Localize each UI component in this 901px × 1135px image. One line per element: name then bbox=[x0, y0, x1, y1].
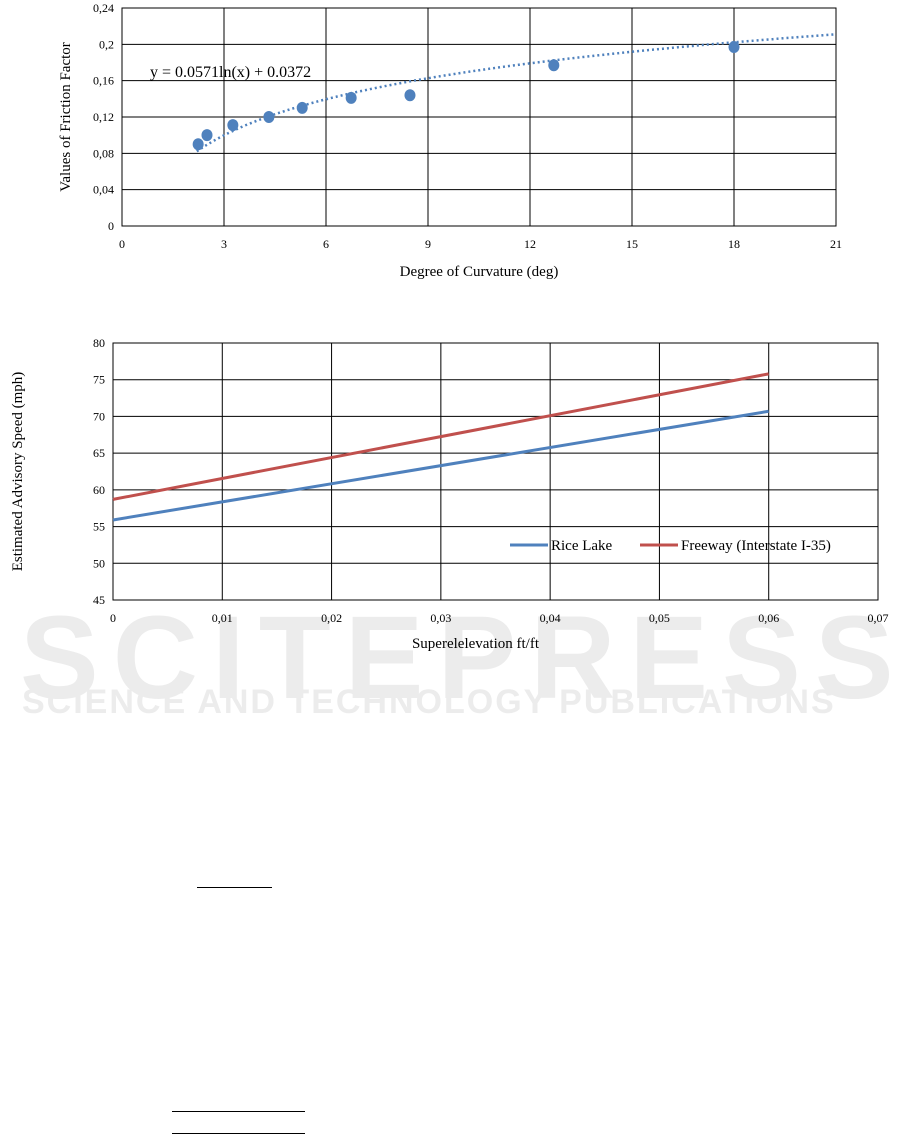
x-tick-label: 9 bbox=[425, 237, 431, 251]
y-tick-label: 70 bbox=[93, 409, 105, 423]
x-tick-label: 6 bbox=[323, 237, 329, 251]
y-tick-label: 0,12 bbox=[93, 110, 114, 124]
x-axis-label: Superelelevation ft/ft bbox=[412, 636, 540, 652]
y-tick-label: 65 bbox=[93, 446, 105, 460]
x-tick-label: 0 bbox=[119, 237, 125, 251]
data-point bbox=[192, 138, 204, 151]
y-tick-label: 45 bbox=[93, 593, 105, 607]
y-tick-label: 0,04 bbox=[93, 183, 114, 197]
y-tick-label: 60 bbox=[93, 483, 105, 497]
friction-factor-chart: 0 0,04 0,08 0,12 0,16 0,2 0,24 0 3 6 9 12 15 18 21 Degr… bbox=[58, 1, 842, 280]
x-tick-label: 18 bbox=[728, 237, 740, 251]
x-tick-label: 15 bbox=[626, 237, 638, 251]
y-tick-label: 0,16 bbox=[93, 74, 114, 88]
x-tick-label: 3 bbox=[221, 237, 227, 251]
trendline-equation: y = 0.0571ln(x) + 0.0372 bbox=[150, 64, 311, 81]
data-point bbox=[728, 41, 740, 54]
watermark-main: SCITEPRESS bbox=[20, 592, 901, 724]
y-axis-label: Values of Friction Factor bbox=[58, 42, 74, 192]
advisory-speed-chart: 45 50 55 60 65 70 75 80 0 0,01 0,02 0,03 0,04 0,05 0,0… bbox=[10, 336, 889, 652]
x-tick-label: 0 bbox=[110, 611, 116, 625]
data-point bbox=[296, 101, 308, 114]
data-point bbox=[263, 111, 275, 123]
y-axis-label: Estimated Advisory Speed (mph) bbox=[10, 372, 26, 572]
data-point bbox=[345, 91, 357, 104]
watermark-sub: SCIENCE AND TECHNOLOGY PUBLICATIONS bbox=[22, 683, 836, 721]
x-tick-label: 0,02 bbox=[321, 611, 342, 625]
data-point bbox=[404, 89, 416, 102]
y-tick-label: 80 bbox=[93, 336, 105, 350]
legend-label: Rice Lake bbox=[551, 538, 613, 554]
fraction-rule bbox=[172, 1133, 305, 1134]
x-tick-label: 0,05 bbox=[649, 611, 670, 625]
legend-label: Freeway (Interstate I-35) bbox=[681, 538, 831, 554]
y-tick-label: 55 bbox=[93, 520, 105, 534]
fraction-rule bbox=[197, 887, 272, 888]
data-point bbox=[201, 129, 213, 142]
x-axis-label: Degree of Curvature (deg) bbox=[400, 264, 559, 280]
x-tick-label: 21 bbox=[830, 237, 842, 251]
y-tick-label: 75 bbox=[93, 373, 105, 387]
x-tick-label: 12 bbox=[524, 237, 536, 251]
y-tick-label: 0,08 bbox=[93, 146, 114, 160]
fraction-rule bbox=[172, 1111, 305, 1112]
data-point bbox=[548, 59, 560, 72]
y-tick-label: 0,2 bbox=[99, 37, 114, 51]
y-tick-label: 50 bbox=[93, 556, 105, 570]
x-tick-label: 0,03 bbox=[430, 611, 451, 625]
x-tick-label: 0,07 bbox=[868, 611, 889, 625]
data-point bbox=[227, 119, 239, 132]
plot-area bbox=[112, 342, 879, 601]
x-tick-label: 0,06 bbox=[758, 611, 779, 625]
series-line-rice-lake bbox=[112, 409, 769, 522]
x-tick-label: 0,01 bbox=[212, 611, 233, 625]
y-tick-label: 0,24 bbox=[93, 1, 114, 15]
x-tick-label: 0,04 bbox=[540, 611, 561, 625]
y-tick-label: 0 bbox=[108, 219, 114, 233]
series-line-freeway bbox=[112, 372, 769, 501]
